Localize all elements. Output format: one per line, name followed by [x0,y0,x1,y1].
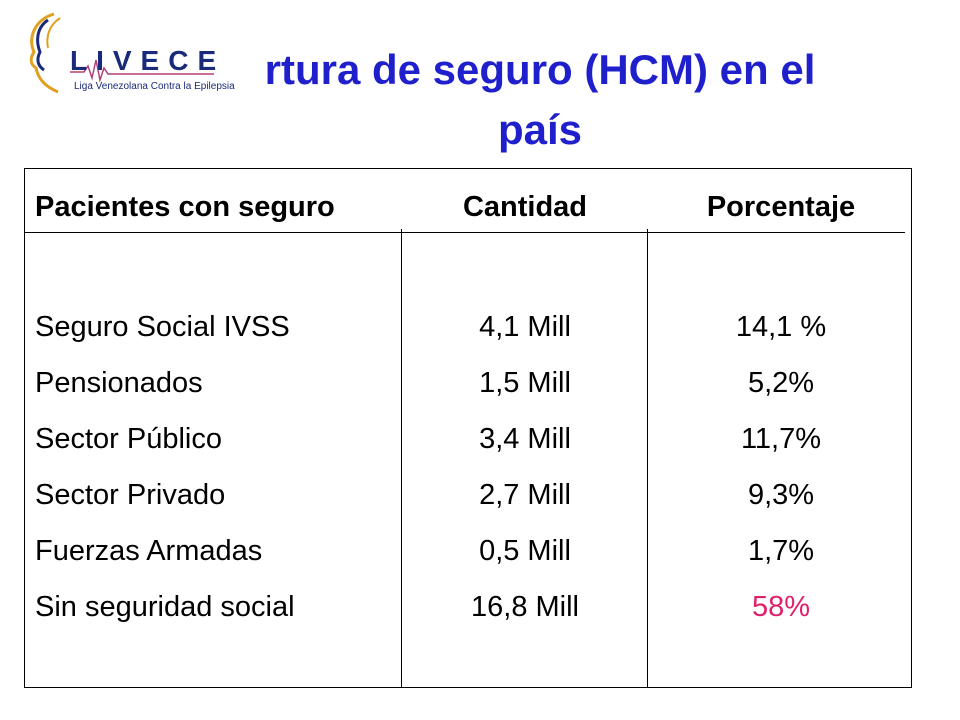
logo-subtitle: Liga Venezolana Contra la Epilepsia [74,81,235,92]
table-row: Sector Público 3,4 Mill 11,7% [25,411,913,467]
column-divider [401,229,402,687]
title-line-1: rtura de seguro (HCM) en el [264,46,816,93]
table-row: Pensionados 1,5 Mill 5,2% [25,355,913,411]
row-label: Pensionados [35,367,203,399]
row-label: Sector Público [35,423,222,455]
row-label: Sector Privado [35,479,226,511]
table-header: Pacientes con seguro Cantidad Porcentaje [25,179,913,235]
row-porcentaje: 5,2% [747,367,815,399]
header-divider [25,232,905,233]
header-porcentaje: Porcentaje [706,191,856,223]
row-porcentaje: 11,7% [740,423,822,455]
table-row: Seguro Social IVSS 4,1 Mill 14,1 % [25,299,913,355]
insurance-table: Pacientes con seguro Cantidad Porcentaje… [24,168,912,688]
row-cantidad: 0,5 Mill [479,535,571,567]
livece-logo: LIVECE Liga Venezolana Contra la Epileps… [14,8,244,100]
row-cantidad: 3,4 Mill [479,423,571,455]
row-porcentaje: 9,3% [747,479,815,511]
row-porcentaje: 14,1 % [735,311,827,343]
head-profile-icon [29,12,214,94]
table-row: Sin seguridad social 16,8 Mill 58% [25,579,913,635]
row-porcentaje-highlight: 58% [751,591,811,623]
page-title: rtura de seguro (HCM) en el país [120,40,960,160]
table-row: Sector Privado 2,7 Mill 9,3% [25,467,913,523]
row-label: Fuerzas Armadas [35,535,263,567]
header-cantidad: Cantidad [462,191,588,223]
row-porcentaje: 1,7% [747,535,815,567]
column-divider [647,229,648,687]
row-cantidad: 16,8 Mill [471,591,579,623]
row-cantidad: 4,1 Mill [479,311,571,343]
logo-name: LIVECE [70,45,226,76]
table-row: Fuerzas Armadas 0,5 Mill 1,7% [25,523,913,579]
row-label: Seguro Social IVSS [35,311,290,343]
row-label: Sin seguridad social [35,591,295,623]
header-pacientes: Pacientes con seguro [35,191,335,223]
row-cantidad: 2,7 Mill [479,479,571,511]
title-line-2: país [497,106,583,153]
row-cantidad: 1,5 Mill [479,367,571,399]
